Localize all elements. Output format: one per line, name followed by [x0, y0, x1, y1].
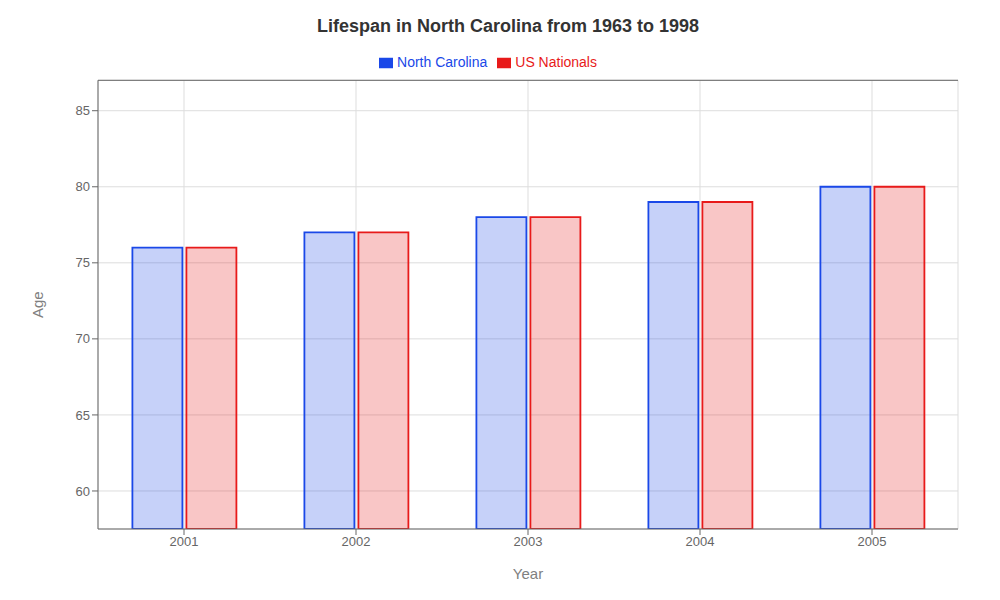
svg-text:Age: Age [29, 291, 46, 318]
svg-text:2001: 2001 [170, 534, 199, 549]
svg-text:70: 70 [76, 331, 90, 346]
svg-text:80: 80 [76, 179, 90, 194]
svg-text:60: 60 [76, 484, 90, 499]
html-text:Lifespan in North Carolina fro: Lifespan in North Carolina from 1963 to … [316, 16, 699, 36]
svg-text:2003: 2003 [514, 534, 543, 549]
svg-text:65: 65 [76, 408, 90, 423]
svg-text:85: 85 [76, 103, 90, 118]
svg-text:75: 75 [76, 255, 90, 270]
html-text:North Carolina: North Carolina [397, 54, 488, 70]
svg-text:2002: 2002 [342, 534, 371, 549]
svg-text:Year: Year [513, 565, 543, 582]
html-text:US Nationals: US Nationals [515, 54, 597, 70]
svg-text:2004: 2004 [686, 534, 715, 549]
svg-text:2005: 2005 [858, 534, 887, 549]
